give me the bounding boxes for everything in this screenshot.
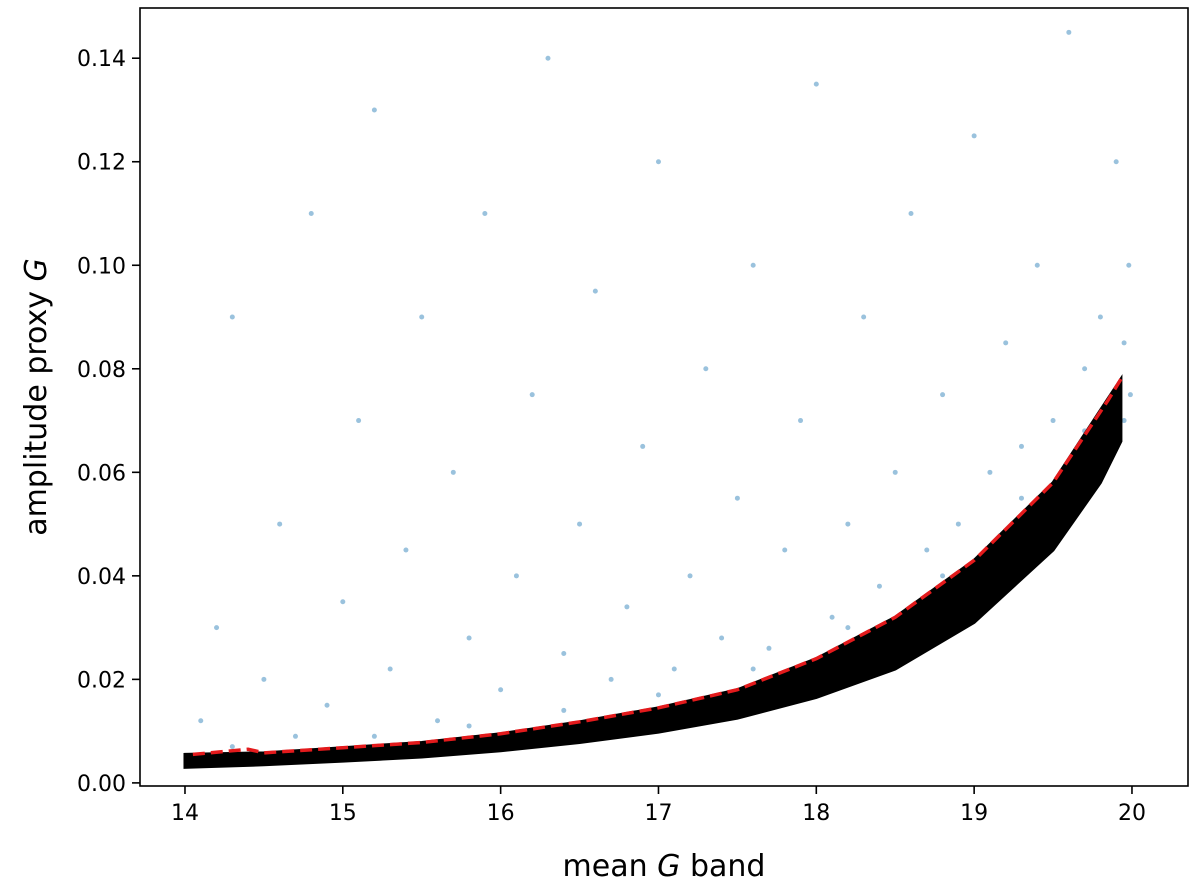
data-point [845,521,851,527]
y-tick-label: 0.12 [77,151,126,176]
data-point [1113,159,1119,165]
x-tick-label: 18 [802,801,830,826]
data-point [1018,495,1024,501]
x-tick-label: 14 [171,801,199,826]
data-point [229,314,235,320]
data-point [1121,340,1127,346]
x-label-italic: G [657,849,680,884]
data-point [876,583,882,589]
data-point [371,733,377,739]
data-point [892,469,898,475]
data-point [703,366,709,372]
data-point [387,666,393,672]
data-point [719,635,725,641]
data-point [1066,29,1072,35]
data-point [529,392,535,398]
data-point [403,547,409,553]
data-point [419,314,425,320]
data-point [640,443,646,449]
data-point [1003,340,1009,346]
data-point [1097,314,1103,320]
y-tick-label: 0.10 [77,254,126,279]
data-point [845,625,851,631]
data-point [1050,418,1056,424]
data-point [292,733,298,739]
data-point [987,469,993,475]
data-point [561,707,567,713]
data-point [229,744,235,750]
data-point [435,718,441,724]
y-axis-label: amplitude proxy G [19,258,54,536]
axes-frame [139,7,1189,787]
data-point [955,521,961,527]
x-label-text: band [690,849,765,884]
data-point [450,469,456,475]
data-point [466,635,472,641]
y-label-italic: G [19,258,54,281]
x-tick-label: 17 [644,801,672,826]
x-tick-label: 16 [487,801,515,826]
data-point [466,723,472,729]
data-point [671,666,677,672]
data-point [908,210,914,216]
y-tick-label: 0.00 [77,772,126,797]
data-point [1034,262,1040,268]
data-point [1121,418,1127,424]
y-label-text: amplitude proxy [19,291,54,536]
data-band [183,374,1123,769]
data-point [324,702,330,708]
data-point [513,573,519,579]
y-tick-label: 0.08 [77,358,126,383]
data-point [561,650,567,656]
data-point [277,521,283,527]
x-label-text: mean [563,849,648,884]
data-point [624,604,630,610]
data-point [798,418,804,424]
data-point [861,314,867,320]
y-tick-label: 0.14 [77,47,126,72]
data-point [261,676,267,682]
x-tick-label: 19 [960,801,988,826]
data-point [545,55,551,61]
y-tick-label: 0.02 [77,668,126,693]
y-tick-label: 0.04 [77,565,126,590]
data-point [308,210,314,216]
data-point [1126,262,1132,268]
data-point [1018,443,1024,449]
data-point [750,666,756,672]
data-point [750,262,756,268]
x-axis-label: mean G band [563,849,766,884]
x-tick-label: 15 [329,801,357,826]
data-point [1082,366,1088,372]
data-point [687,573,693,579]
data-point [655,692,661,698]
data-point [924,547,930,553]
data-point [829,614,835,620]
data-point [482,210,488,216]
y-tick-label: 0.06 [77,461,126,486]
data-point [655,159,661,165]
data-point [371,107,377,113]
data-point [734,495,740,501]
data-point [340,599,346,605]
data-line [192,378,1123,757]
data-point [766,645,772,651]
data-point [214,625,220,631]
data-point [577,521,583,527]
data-point [782,547,788,553]
data-point [971,133,977,139]
data-point [198,718,204,724]
data-point [608,676,614,682]
data-point [498,687,504,693]
x-tick-label: 20 [1118,801,1146,826]
data-point [940,573,946,579]
data-point [592,288,598,294]
data-point [1127,392,1133,398]
plot-area [183,29,1133,769]
data-point [813,81,819,87]
data-point [356,418,362,424]
data-point [940,392,946,398]
